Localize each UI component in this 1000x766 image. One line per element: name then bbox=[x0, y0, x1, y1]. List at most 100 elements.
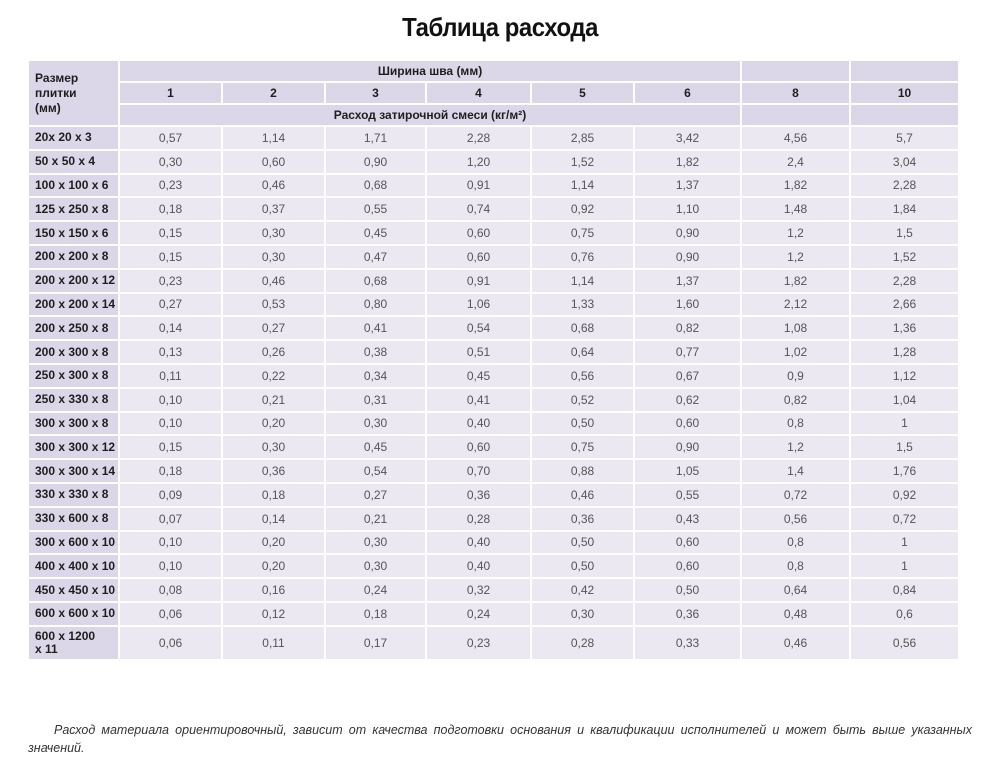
consumption-value-cell: 0,64 bbox=[532, 341, 633, 363]
consumption-value-cell: 0,72 bbox=[851, 507, 958, 530]
consumption-value-cell: 0,42 bbox=[532, 579, 633, 601]
consumption-value-cell: 2,85 bbox=[532, 127, 633, 149]
consumption-value-cell: 0,20 bbox=[223, 412, 324, 435]
consumption-value-cell: 1,02 bbox=[742, 341, 849, 363]
tile-size-cell: 20x 20 x 3 bbox=[29, 127, 118, 149]
consumption-value-cell: 0,38 bbox=[326, 341, 425, 363]
consumption-value-cell: 0,34 bbox=[326, 364, 425, 387]
table-row: 300 x 300 x 12 0,15 0,30 0,45 0,60 0,75 0,90 1,… bbox=[29, 436, 958, 459]
consumption-value-cell: 0,28 bbox=[427, 507, 530, 530]
consumption-value-cell: 0,90 bbox=[635, 436, 740, 459]
consumption-value-cell: 0,30 bbox=[326, 531, 425, 554]
consumption-value-cell: 0,92 bbox=[532, 198, 633, 221]
consumption-value-cell: 0,27 bbox=[223, 317, 324, 340]
consumption-value-cell: 0,51 bbox=[427, 341, 530, 363]
consumption-value-cell: 0,11 bbox=[223, 626, 324, 659]
consumption-value-cell: 1,08 bbox=[742, 317, 849, 340]
consumption-value-cell: 0,91 bbox=[427, 174, 530, 197]
table-row: 200 x 300 x 8 0,13 0,26 0,38 0,51 0,64 0,77 1,0… bbox=[29, 341, 958, 363]
consumption-value-cell: 1,33 bbox=[532, 293, 633, 316]
consumption-value-cell: 0,10 bbox=[120, 412, 221, 435]
consumption-value-cell: 0,41 bbox=[326, 317, 425, 340]
consumption-value-cell: 1,14 bbox=[532, 269, 633, 292]
consumption-value-cell: 0,91 bbox=[427, 269, 530, 292]
consumption-value-cell: 0,36 bbox=[635, 602, 740, 625]
consumption-value-cell: 0,21 bbox=[223, 388, 324, 411]
consumption-value-cell: 0,45 bbox=[326, 222, 425, 244]
consumption-value-cell: 0,36 bbox=[223, 460, 324, 482]
consumption-value-cell: 0,46 bbox=[742, 626, 849, 659]
column-header-6: 6 bbox=[635, 83, 740, 103]
table-row: 150 x 150 x 6 0,15 0,30 0,45 0,60 0,75 0,90 1,2… bbox=[29, 222, 958, 244]
tile-size-line: 600 x 1200 bbox=[35, 628, 96, 643]
consumption-value-cell: 1,71 bbox=[326, 127, 425, 149]
consumption-value-cell: 3,42 bbox=[635, 127, 740, 149]
consumption-value-cell: 0,20 bbox=[223, 531, 324, 554]
table-row: 200 x 250 x 8 0,14 0,27 0,41 0,54 0,68 0,82 1,0… bbox=[29, 317, 958, 340]
consumption-value-cell: 0,56 bbox=[532, 364, 633, 387]
tile-size-cell: 300 x 300 x 8 bbox=[29, 412, 118, 435]
column-header-1: 1 bbox=[120, 83, 221, 103]
consumption-value-cell: 1,48 bbox=[742, 198, 849, 221]
consumption-value-cell: 0,24 bbox=[326, 579, 425, 601]
column-header-5: 5 bbox=[532, 83, 633, 103]
consumption-value-cell: 0,9 bbox=[742, 364, 849, 387]
table-row: 200 x 200 x 8 0,15 0,30 0,47 0,60 0,76 0,90 1,2… bbox=[29, 245, 958, 268]
consumption-value-cell: 0,48 bbox=[742, 602, 849, 625]
table-row: 200 x 200 x 12 0,23 0,46 0,68 0,91 1,14 1,37 1,… bbox=[29, 269, 958, 292]
tile-size-cell: 50 x 50 x 4 bbox=[29, 150, 118, 173]
consumption-value-cell: 0,55 bbox=[635, 483, 740, 506]
tile-size-cell: 300 x 300 x 14 bbox=[29, 460, 118, 482]
consumption-value-cell: 0,14 bbox=[223, 507, 324, 530]
consumption-value-cell: 0,18 bbox=[326, 602, 425, 625]
tile-size-cell: 100 x 100 x 6 bbox=[29, 174, 118, 197]
consumption-value-cell: 1,82 bbox=[742, 269, 849, 292]
consumption-value-cell: 0,18 bbox=[223, 483, 324, 506]
empty-header-cell bbox=[742, 61, 849, 81]
consumption-value-cell: 1,04 bbox=[851, 388, 958, 411]
consumption-value-cell: 0,27 bbox=[326, 483, 425, 506]
consumption-value-cell: 0,30 bbox=[120, 150, 221, 173]
consumption-value-cell: 0,53 bbox=[223, 293, 324, 316]
consumption-value-cell: 1 bbox=[851, 412, 958, 435]
consumption-value-cell: 0,14 bbox=[120, 317, 221, 340]
table-row: 400 x 400 x 10 0,10 0,20 0,30 0,40 0,50 0,60 0,… bbox=[29, 555, 958, 578]
consumption-value-cell: 0,30 bbox=[532, 602, 633, 625]
consumption-value-cell: 5,7 bbox=[851, 127, 958, 149]
table-row: 125 x 250 x 8 0,18 0,37 0,55 0,74 0,92 1,10 1,4… bbox=[29, 198, 958, 221]
consumption-value-cell: 0,88 bbox=[532, 460, 633, 482]
table-row: 600 x 600 x 10 0,06 0,12 0,18 0,24 0,30 0,36 0,… bbox=[29, 602, 958, 625]
empty-header-cell bbox=[742, 105, 849, 125]
consumption-value-cell: 0,20 bbox=[223, 555, 324, 578]
consumption-value-cell: 1,76 bbox=[851, 460, 958, 482]
table-row: 450 x 450 x 10 0,08 0,16 0,24 0,32 0,42 0,50 0,… bbox=[29, 579, 958, 601]
consumption-value-cell: 0,90 bbox=[635, 222, 740, 244]
size-column-header: Размер плитки (мм) bbox=[29, 61, 118, 125]
table-row: 300 x 600 x 10 0,10 0,20 0,30 0,40 0,50 0,60 0,… bbox=[29, 531, 958, 554]
consumption-value-cell: 0,37 bbox=[223, 198, 324, 221]
tile-size-cell: 250 x 300 x 8 bbox=[29, 364, 118, 387]
consumption-value-cell: 0,27 bbox=[120, 293, 221, 316]
column-header-2: 2 bbox=[223, 83, 324, 103]
size-header-line: Размер bbox=[35, 70, 79, 85]
empty-header-cell bbox=[851, 61, 958, 81]
consumption-value-cell: 0,07 bbox=[120, 507, 221, 530]
consumption-value-cell: 1,52 bbox=[851, 245, 958, 268]
consumption-value-cell: 1,4 bbox=[742, 460, 849, 482]
page-title: Таблица расхода bbox=[402, 12, 598, 42]
consumption-value-cell: 0,8 bbox=[742, 412, 849, 435]
consumption-value-cell: 0,26 bbox=[223, 341, 324, 363]
consumption-value-cell: 0,30 bbox=[326, 412, 425, 435]
consumption-value-cell: 1,14 bbox=[532, 174, 633, 197]
consumption-value-cell: 0,50 bbox=[532, 555, 633, 578]
disclaimer-note: Расход материала ориентировочный, зависи… bbox=[28, 723, 972, 755]
consumption-value-cell: 0,10 bbox=[120, 388, 221, 411]
consumption-value-cell: 0,75 bbox=[532, 222, 633, 244]
consumption-value-cell: 0,15 bbox=[120, 436, 221, 459]
consumption-value-cell: 0,16 bbox=[223, 579, 324, 601]
tile-size-cell: 150 x 150 x 6 bbox=[29, 222, 118, 244]
consumption-value-cell: 1,82 bbox=[742, 174, 849, 197]
consumption-value-cell: 0,6 bbox=[851, 602, 958, 625]
consumption-value-cell: 0,50 bbox=[532, 531, 633, 554]
consumption-value-cell: 0,62 bbox=[635, 388, 740, 411]
